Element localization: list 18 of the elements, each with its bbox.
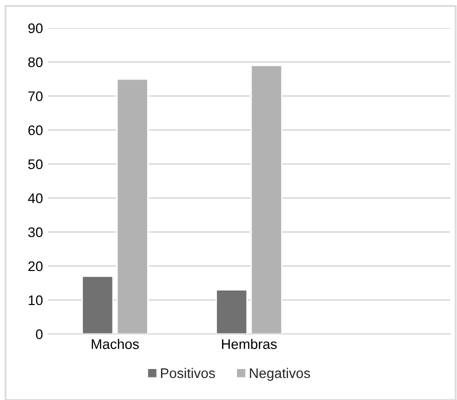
x-tick-label: Machos (92, 338, 139, 350)
y-tick-label: 0 (36, 329, 43, 340)
x-tick-label: Hembras (222, 338, 277, 350)
y-tick-label: 80 (28, 57, 43, 68)
y-tick-label: 60 (28, 125, 43, 136)
bar (250, 64, 283, 334)
bar (81, 276, 114, 334)
y-tick-label: 90 (28, 23, 43, 34)
y-tick-label: 50 (28, 159, 43, 170)
legend-label: Negativos (250, 368, 310, 381)
legend-label: Positivos (161, 368, 215, 378)
bar (116, 78, 149, 334)
bar (216, 289, 248, 334)
y-tick-label: 10 (28, 295, 43, 306)
y-tick-label: 70 (28, 91, 43, 102)
y-tick-label: 20 (28, 261, 43, 272)
y-tick-label: 40 (28, 193, 43, 204)
y-tick-label: 30 (28, 227, 43, 238)
